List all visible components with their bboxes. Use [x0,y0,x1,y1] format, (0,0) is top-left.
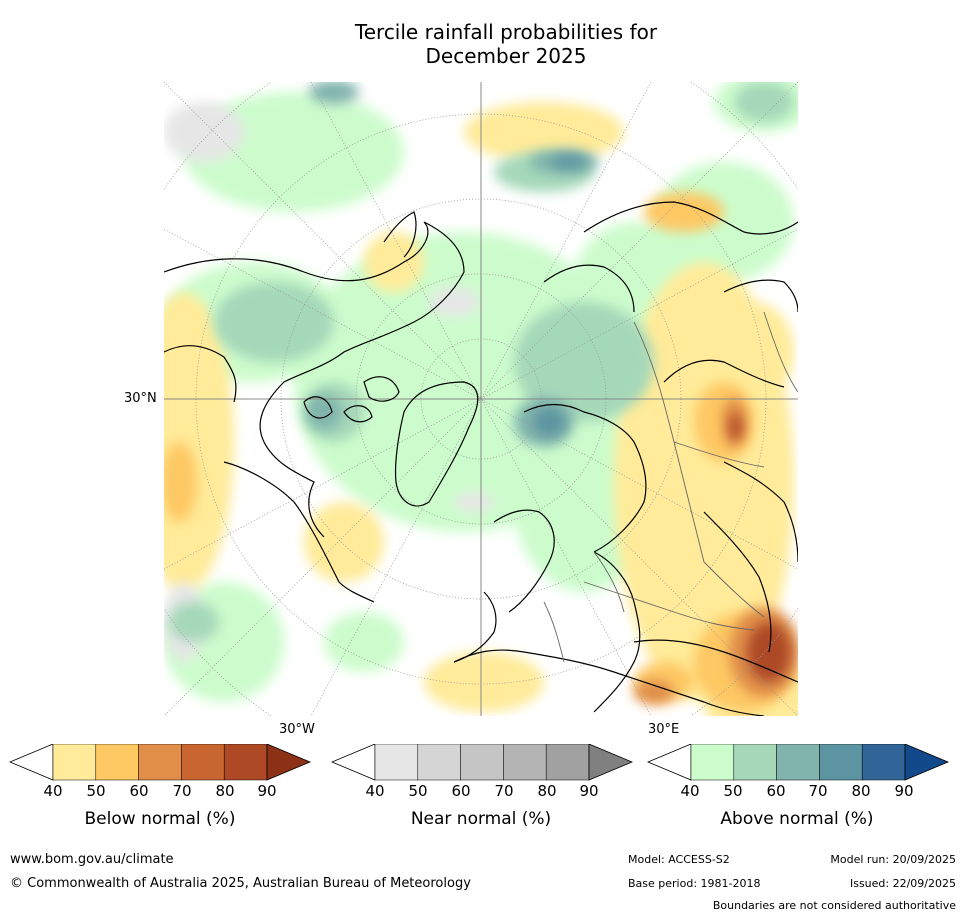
colorbar-segment [861,744,906,781]
colorbar-segment [138,744,182,781]
lat-label-30n: 30°N [124,391,157,406]
map-canvas [164,82,798,716]
tick: 80 [537,782,557,800]
disclaimer-text: Boundaries are not considered authoritat… [712,899,956,912]
tick: 90 [894,782,914,800]
tick: 50 [408,782,428,800]
tick: 50 [86,782,106,800]
colorbar-over-arrow [266,744,312,781]
colorbar-segment [417,744,461,781]
website-link[interactable]: www.bom.gov.au/climate [10,852,174,867]
title-line-1: Tercile rainfall probabilities for [354,20,658,44]
lon-label-30e: 30°E [648,722,680,737]
colorbar-segment [503,744,547,781]
colorbar-above-graphic [646,744,950,781]
colorbar-under-arrow [646,744,692,781]
lon-label-30w: 30°W [279,722,315,737]
colorbar-segment [690,744,735,781]
colorbar-over-arrow [588,744,634,781]
tick: 70 [172,782,192,800]
tick: 40 [43,782,63,800]
colorbar-label: Below normal (%) [84,809,236,829]
base-period-text: Base period: 1981-2018 [628,877,761,890]
tick: 80 [851,782,871,800]
colorbar-below-graphic [8,744,312,781]
above-normal-extreme-areas [533,155,587,436]
tick: 90 [579,782,599,800]
tick: 70 [808,782,828,800]
tick: 40 [680,782,700,800]
model-text: Model: ACCESS-S2 [628,853,730,866]
tick: 40 [365,782,385,800]
colorbar-segment [52,744,97,781]
colorbar-above-normal: 40 50 60 70 80 90 Above normal (%) [646,744,950,854]
colorbar-below-normal: 40 50 60 70 80 90 Below normal (%) [8,744,312,854]
colorbar-segment [460,744,504,781]
colorbar-over-arrow [904,744,950,781]
colorbar-segment [776,744,820,781]
colorbar-segment [95,744,139,781]
tick: 60 [129,782,149,800]
colorbar-segment [181,744,225,781]
title-line-2: December 2025 [425,44,587,68]
issued-text: Issued: 22/09/2025 [849,877,956,890]
colorbar-under-arrow [330,744,376,781]
coastlines [164,201,798,716]
colorbar-segment [374,744,419,781]
colorbar-label: Above normal (%) [720,809,874,829]
model-run-text: Model run: 20/09/2025 [830,853,956,866]
tick: 60 [766,782,786,800]
colorbar-segment [545,744,590,781]
tick: 60 [451,782,471,800]
colorbar-near-normal: 40 50 60 70 80 90 Near normal (%) [330,744,634,854]
copyright-text: © Commonwealth of Australia 2025, Austra… [10,876,471,891]
tick: 90 [257,782,277,800]
tick: 50 [723,782,743,800]
colorbar-label: Near normal (%) [410,809,552,829]
country-boundaries [543,311,798,663]
colorbar-under-arrow [8,744,54,781]
colorbar-segment [223,744,268,781]
colorbar-near-graphic [330,744,634,781]
probability-map [164,82,798,716]
tick: 80 [215,782,235,800]
map-title: Tercile rainfall probabilities for Decem… [0,20,965,68]
tick: 70 [494,782,514,800]
colorbar-segment [819,744,863,781]
colorbar-segment [733,744,777,781]
